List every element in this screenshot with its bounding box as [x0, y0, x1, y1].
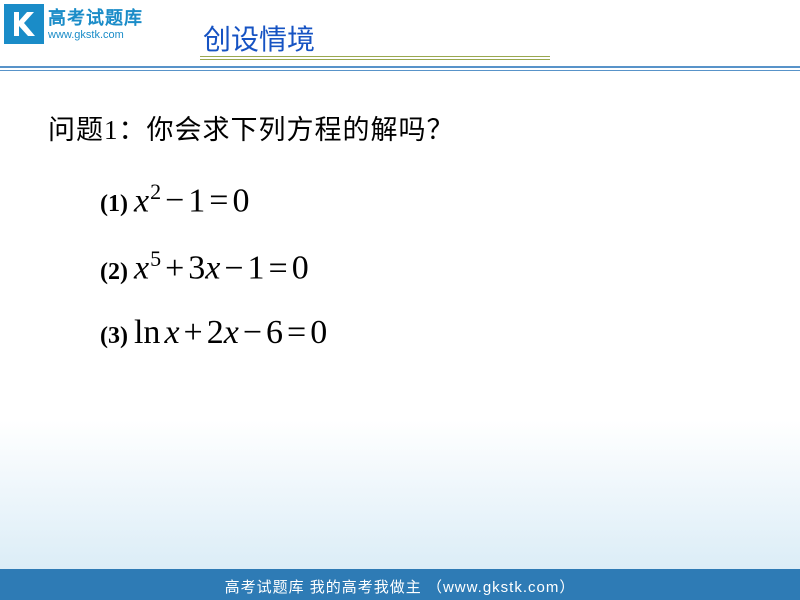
- content: 问题1：你会求下列方程的解吗？ (1) x2−1=0 (2) x5+3x−1=0…: [0, 58, 800, 352]
- slide-title: 创设情境: [203, 18, 315, 58]
- equation-body: lnx+2x−6=0: [134, 314, 327, 352]
- logo-cn: 高考试题库: [48, 9, 143, 29]
- full-underline: [0, 66, 800, 71]
- equation-3: (3) lnx+2x−6=0: [100, 314, 800, 352]
- equation-1: (1) x2−1=0: [100, 179, 800, 220]
- logo-mark: [4, 4, 44, 44]
- logo-k-icon: [8, 8, 40, 40]
- equation-body: x5+3x−1=0: [134, 246, 309, 287]
- equation-number: (2): [100, 259, 128, 286]
- equation-body: x2−1=0: [134, 179, 249, 220]
- equation-number: (1): [100, 191, 128, 218]
- logo-url: www.gkstk.com: [48, 29, 143, 41]
- footer-text: 高考试题库 我的高考我做主 （www.gkstk.com）: [225, 576, 576, 597]
- logo-text: 高考试题库 www.gkstk.com: [48, 7, 143, 41]
- equation-list: (1) x2−1=0 (2) x5+3x−1=0 (3) lnx+2x−6=0: [48, 179, 800, 352]
- footer: 高考试题库 我的高考我做主 （www.gkstk.com）: [0, 572, 800, 600]
- title-underline: [200, 56, 550, 60]
- question-text: 问题1：你会求下列方程的解吗？: [48, 108, 800, 147]
- equation-2: (2) x5+3x−1=0: [100, 246, 800, 287]
- equation-number: (3): [100, 323, 128, 350]
- header: 高考试题库 www.gkstk.com 创设情境: [0, 0, 800, 58]
- logo-block: 高考试题库 www.gkstk.com: [4, 4, 143, 44]
